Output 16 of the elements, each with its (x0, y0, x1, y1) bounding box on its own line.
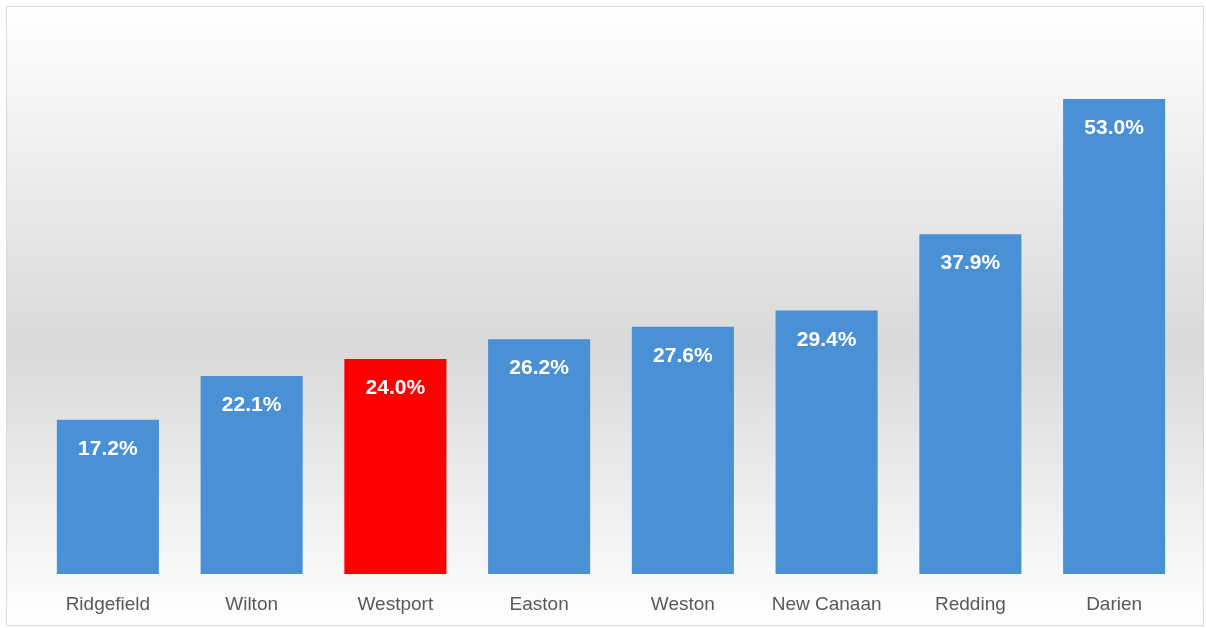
x-tick-label: Wilton (225, 592, 279, 614)
x-tick-label: Ridgefield (65, 592, 151, 614)
data-label: 24.0% (365, 374, 426, 398)
x-tick-label: Westport (357, 592, 434, 614)
data-label: 27.6% (653, 342, 713, 366)
x-tick-label: New Canaan (771, 592, 882, 614)
x-tick-label: Redding (934, 592, 1006, 614)
data-label: 29.4% (796, 326, 857, 350)
data-label: 37.9% (940, 250, 1001, 274)
data-label: 53.0% (1084, 115, 1145, 138)
data-label: 17.2% (78, 435, 138, 459)
x-tick-label: Darien (1086, 592, 1143, 614)
x-tick-label: Weston (650, 592, 715, 614)
data-label: 22.1% (221, 391, 282, 415)
data-label: 26.2% (509, 355, 570, 379)
x-tick-label: Easton (509, 592, 569, 614)
